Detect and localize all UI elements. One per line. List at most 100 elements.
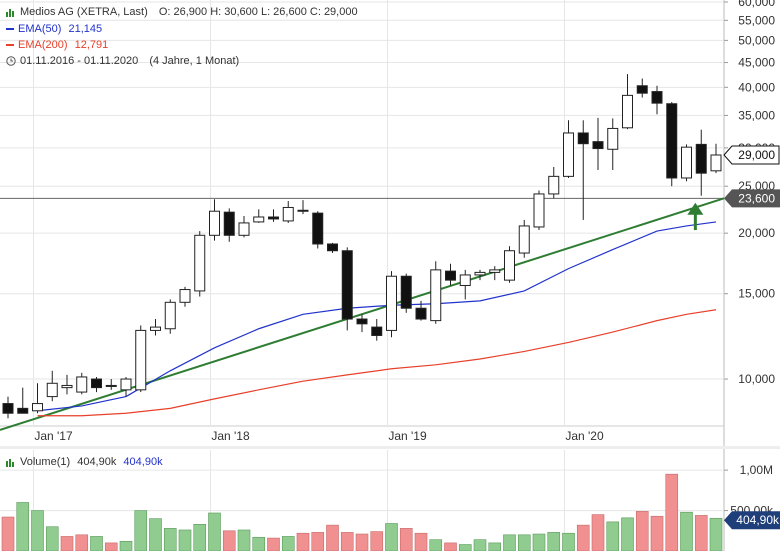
volume-bar: [473, 539, 487, 551]
candle-down: [312, 212, 324, 245]
candle-down: [695, 143, 707, 174]
resistance-badge-text: 23,600: [738, 191, 775, 205]
candle-up: [548, 175, 560, 195]
candle-up: [135, 329, 147, 391]
candle-up: [710, 154, 722, 172]
trend-line: [0, 197, 725, 431]
candle-up: [518, 225, 530, 254]
volume-bar: [119, 540, 133, 551]
candle-down: [327, 243, 338, 252]
candle-up: [430, 269, 442, 322]
candle-down: [577, 132, 589, 145]
volume-bar: [281, 536, 295, 551]
volume-bar: [252, 536, 266, 551]
price-tick-label: 45,000: [738, 56, 775, 70]
volume-bar: [340, 532, 354, 551]
volume-bar: [414, 532, 428, 551]
candle-up: [563, 132, 574, 177]
volume-bars: [1, 473, 723, 551]
volume-bar: [45, 526, 59, 551]
candle-up: [253, 216, 265, 223]
volume-bar: [16, 502, 30, 551]
volume-bar: [591, 514, 605, 551]
volume-bar: [444, 542, 457, 551]
candle-up: [150, 326, 161, 331]
volume-bar: [576, 524, 590, 551]
legend-ema50: EMA(50) 21,145: [6, 23, 102, 35]
candle-down: [268, 216, 279, 220]
period-length: (4 Jahre, 1 Monat): [149, 55, 240, 67]
candle-up: [386, 275, 397, 331]
price-tick-label: 20,000: [738, 226, 775, 240]
candle-up: [533, 193, 545, 228]
price-tick-label: 15,000: [738, 287, 775, 301]
volume-bar: [1, 516, 15, 551]
candle-down: [651, 91, 663, 104]
candle-down: [356, 318, 368, 325]
time-axis: Jan '17 Jan '18 Jan '19 Jan '20: [34, 429, 604, 443]
last-price-badge-text: 29,000: [738, 148, 775, 162]
volume-bar: [562, 532, 575, 551]
clock-icon: [6, 56, 16, 66]
time-tick-label: Jan '17: [34, 429, 73, 443]
ohlc-values: O: 26,900 H: 30,600 L: 26,600 C: 29,000: [158, 6, 358, 18]
legend-title: Medios AG (XETRA, Last) O: 26,900 H: 30,…: [6, 6, 358, 18]
volume-bar: [458, 544, 472, 551]
volume-bar: [680, 511, 693, 551]
candle-down: [400, 275, 412, 309]
volume-bar: [75, 534, 89, 551]
legend-ema200: EMA(200) 12,791: [6, 39, 108, 51]
candle-up: [489, 269, 501, 273]
candle-up: [238, 222, 250, 236]
candle-down: [445, 270, 456, 281]
candle-down: [2, 403, 14, 414]
resistance-badge: [724, 189, 780, 208]
candle-down: [371, 326, 383, 336]
volume-bar: [237, 529, 251, 551]
price-tick-label: 60,000: [738, 0, 775, 9]
candle-up: [61, 384, 73, 389]
volume-bar: [429, 539, 443, 551]
candle-down: [297, 209, 309, 212]
volume-bar: [532, 533, 546, 551]
price-tick-label: 40,000: [738, 80, 775, 94]
candle-up: [194, 234, 206, 292]
volume-badge-text: 404,90k: [736, 513, 780, 527]
volume-bar: [208, 512, 221, 551]
overlays: 29,000 23,600 404,90k: [687, 145, 780, 530]
volume-bar: [178, 529, 192, 551]
candle-up: [282, 206, 294, 222]
candle-down: [341, 250, 353, 320]
candle-up: [179, 289, 191, 303]
up-arrow-head: [687, 202, 704, 215]
price-tick-label: 10,000: [738, 372, 775, 386]
chart-icon: [6, 8, 16, 17]
candle-down: [415, 307, 427, 320]
candle-up: [622, 94, 633, 129]
volume-bar: [326, 524, 339, 551]
panel-separator: [0, 446, 780, 449]
volume-bar: [399, 528, 413, 551]
ema200-label: EMA(200): [18, 39, 68, 51]
volume-bar: [355, 533, 369, 551]
volume-bar: [370, 531, 384, 551]
volume-bar: [606, 521, 620, 551]
volume-tick-label: 1,00M: [740, 463, 773, 477]
last-price-badge-border: [723, 145, 780, 165]
price-tick-label: 35,000: [738, 108, 775, 122]
candle-up: [164, 301, 176, 330]
volume-bar: [134, 510, 148, 551]
volume-icon: [6, 458, 16, 467]
volume-bar: [385, 523, 398, 551]
volume-bar: [60, 536, 74, 551]
candle-up: [504, 250, 515, 281]
ema200-swatch: [6, 44, 14, 47]
volume-bar: [104, 542, 118, 551]
ema200-value: 12,791: [74, 39, 109, 51]
last-price-badge: [724, 145, 780, 164]
candle-up: [76, 376, 88, 393]
volume-bar: [222, 530, 236, 551]
candles: [2, 74, 722, 419]
candle-down: [91, 378, 102, 389]
